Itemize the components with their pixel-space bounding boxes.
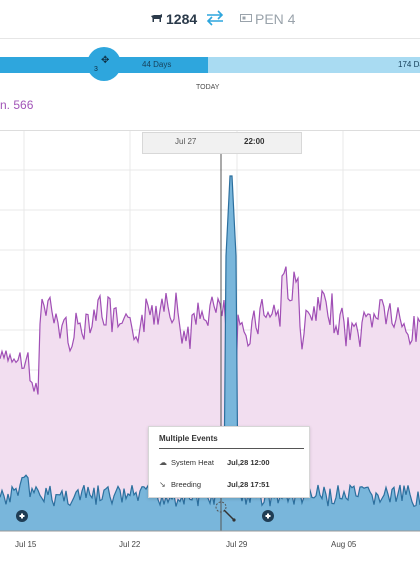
- timeline-future-segment[interactable]: [208, 57, 420, 73]
- timeline-bar[interactable]: 44 Days 174 Days: [0, 57, 420, 73]
- breeding-marker-icon[interactable]: [215, 501, 236, 522]
- tooltip-divider: [159, 448, 304, 449]
- rumination-line: [0, 266, 420, 395]
- timeline-knob[interactable]: [87, 47, 121, 81]
- top-bar: 1284 PEN 4: [0, 0, 420, 39]
- x-tick-label: Jul 15: [15, 540, 37, 549]
- x-tick-label: Jul 22: [119, 540, 141, 549]
- cow-number: 1284: [166, 11, 198, 27]
- pen-label: PEN 4: [255, 11, 296, 27]
- days-future-label: 174 Days: [398, 60, 420, 69]
- knob-number: 3: [94, 66, 98, 73]
- tooltip-row: ☁ System Heat Jul,28 12:00: [159, 458, 304, 467]
- divider: [0, 130, 420, 131]
- cow-id-group[interactable]: 1284: [150, 10, 197, 28]
- events-tooltip: Multiple Events ☁ System Heat Jul,28 12:…: [148, 426, 310, 498]
- today-label: TODAY: [196, 84, 220, 91]
- metric-label: n. 566: [0, 98, 34, 112]
- activity-chart[interactable]: [0, 131, 420, 563]
- swap-arrows-icon[interactable]: [204, 9, 226, 27]
- activity-line: [0, 175, 420, 508]
- x-tick-label: Jul 29: [226, 540, 248, 549]
- cursor-time: 22:00: [244, 137, 265, 146]
- breeding-icon: ↘: [159, 480, 166, 489]
- rumination-area: [0, 266, 420, 531]
- cow-icon: [150, 10, 163, 28]
- system-heat-marker-icon[interactable]: [16, 510, 28, 522]
- tooltip-row-label: Breeding: [171, 480, 202, 489]
- pen-group[interactable]: PEN 4: [240, 10, 295, 28]
- x-tick-label: Aug 05: [331, 540, 357, 549]
- days-past-label: 44 Days: [142, 60, 172, 69]
- tooltip-title: Multiple Events: [159, 434, 218, 443]
- tooltip-row-value: Jul,28 12:00: [227, 458, 270, 467]
- system-heat-marker-icon[interactable]: [262, 510, 274, 522]
- cursor-date: Jul 27: [175, 137, 197, 146]
- tooltip-row: ↘ Breeding Jul,28 17:51: [159, 480, 304, 489]
- tooltip-row-label: System Heat: [171, 458, 214, 467]
- pen-icon: [240, 10, 252, 28]
- cursor-readout: [142, 132, 302, 154]
- system-heat-icon: ☁: [159, 458, 167, 467]
- tooltip-row-value: Jul,28 17:51: [227, 480, 270, 489]
- events-icon: ✥: [101, 55, 110, 66]
